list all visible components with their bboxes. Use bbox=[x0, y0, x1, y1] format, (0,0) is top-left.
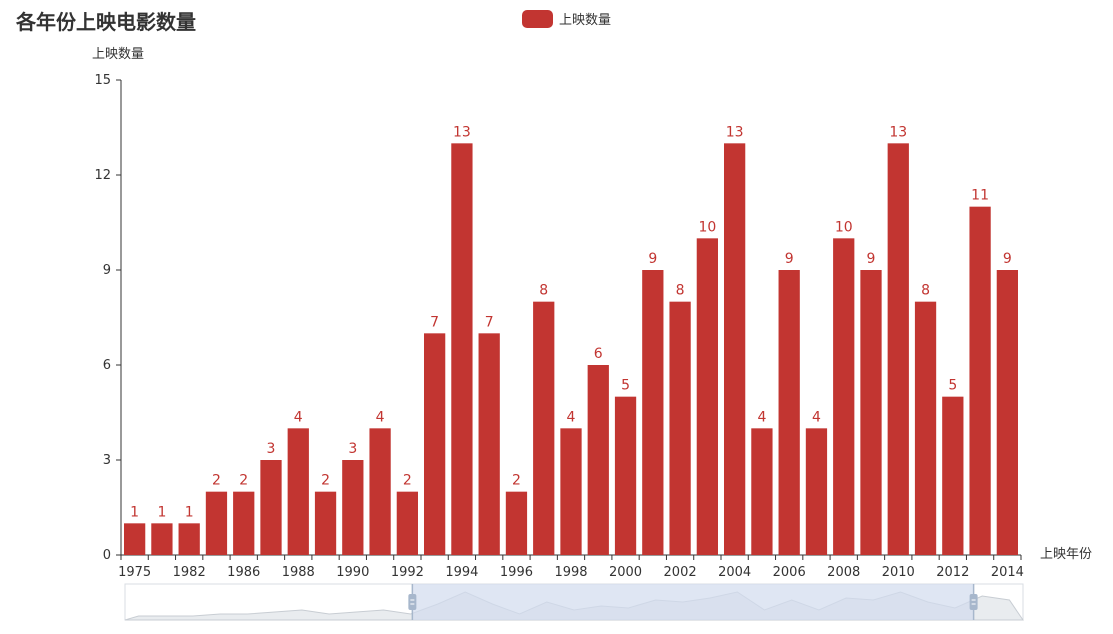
bar-value-label: 2 bbox=[239, 473, 248, 489]
bar[interactable] bbox=[178, 523, 200, 555]
x-tick-label: 1988 bbox=[282, 565, 315, 580]
bar-value-label: 3 bbox=[348, 441, 357, 457]
bar[interactable] bbox=[287, 428, 309, 555]
bar-value-label: 8 bbox=[676, 283, 685, 299]
y-tick-label: 9 bbox=[103, 263, 111, 278]
bar-value-label: 4 bbox=[376, 409, 385, 425]
bar[interactable] bbox=[505, 491, 528, 555]
legend-item[interactable]: 上映数量 bbox=[522, 9, 611, 28]
bar[interactable] bbox=[969, 206, 991, 555]
bar[interactable] bbox=[314, 491, 337, 555]
bar-value-label: 2 bbox=[321, 473, 330, 489]
bar-value-label: 4 bbox=[812, 409, 821, 425]
bar[interactable] bbox=[778, 270, 800, 555]
bar[interactable] bbox=[696, 238, 718, 556]
x-tick-label: 2010 bbox=[882, 565, 915, 580]
bar-value-label: 13 bbox=[726, 124, 744, 140]
bar-value-label: 1 bbox=[157, 504, 166, 520]
bar[interactable] bbox=[342, 460, 364, 555]
bar[interactable] bbox=[724, 143, 746, 556]
bar[interactable] bbox=[205, 491, 228, 555]
bar[interactable] bbox=[587, 365, 609, 555]
x-tick-label: 2008 bbox=[827, 565, 860, 580]
y-axis-label: 上映数量 bbox=[92, 47, 144, 62]
bar-value-label: 4 bbox=[567, 409, 576, 425]
bar-value-label: 2 bbox=[212, 473, 221, 489]
y-tick-label: 15 bbox=[94, 73, 111, 88]
bar-value-label: 9 bbox=[648, 251, 657, 267]
bar-value-label: 10 bbox=[835, 219, 853, 235]
bar[interactable] bbox=[560, 428, 582, 555]
bar[interactable] bbox=[451, 143, 473, 556]
x-tick-label: 2004 bbox=[718, 565, 751, 580]
bar[interactable] bbox=[396, 491, 418, 555]
bar[interactable] bbox=[424, 333, 446, 555]
legend-swatch bbox=[522, 9, 553, 28]
bar-value-label: 10 bbox=[698, 219, 716, 235]
bar-value-label: 6 bbox=[594, 346, 603, 362]
x-tick-label: 1998 bbox=[554, 565, 587, 580]
bar[interactable] bbox=[914, 301, 937, 555]
bar[interactable] bbox=[942, 396, 964, 555]
bar[interactable] bbox=[478, 333, 500, 555]
x-tick-label: 1982 bbox=[173, 565, 206, 580]
x-tick-label: 2002 bbox=[664, 565, 697, 580]
bar[interactable] bbox=[614, 396, 637, 555]
bar[interactable] bbox=[151, 523, 173, 555]
bar-value-label: 2 bbox=[512, 473, 521, 489]
datazoom-end-handle[interactable] bbox=[969, 594, 978, 610]
bar-value-label: 1 bbox=[130, 504, 139, 520]
chart-title: 各年份上映电影数量 bbox=[16, 10, 196, 34]
bar[interactable] bbox=[369, 428, 391, 555]
bar-value-label: 5 bbox=[948, 378, 957, 394]
bar-value-label: 4 bbox=[757, 409, 766, 425]
bar-value-label: 1 bbox=[185, 504, 194, 520]
bar[interactable] bbox=[833, 238, 855, 556]
bar[interactable] bbox=[669, 301, 691, 555]
y-tick-label: 3 bbox=[103, 453, 111, 468]
x-tick-label: 1990 bbox=[336, 565, 369, 580]
bar-value-label: 8 bbox=[539, 283, 548, 299]
bar-value-label: 7 bbox=[485, 314, 494, 330]
x-tick-label: 2006 bbox=[773, 565, 806, 580]
legend-label: 上映数量 bbox=[559, 13, 612, 28]
x-tick-label: 2000 bbox=[609, 565, 642, 580]
y-tick-label: 0 bbox=[103, 548, 111, 563]
x-tick-label: 1996 bbox=[500, 565, 533, 580]
bar[interactable] bbox=[887, 143, 909, 556]
bar-value-label: 13 bbox=[453, 124, 471, 140]
bar[interactable] bbox=[233, 491, 255, 555]
bar[interactable] bbox=[996, 270, 1018, 555]
x-tick-label: 1986 bbox=[227, 565, 260, 580]
x-tick-label: 1975 bbox=[118, 565, 151, 580]
bar-value-label: 11 bbox=[971, 188, 989, 204]
bar[interactable] bbox=[533, 301, 555, 555]
bar[interactable] bbox=[260, 460, 282, 555]
bar-value-label: 8 bbox=[921, 283, 930, 299]
x-tick-label: 2014 bbox=[991, 565, 1024, 580]
datazoom-selection[interactable] bbox=[412, 584, 974, 620]
bar-value-label: 13 bbox=[889, 124, 907, 140]
bar-value-label: 9 bbox=[1003, 251, 1012, 267]
bar[interactable] bbox=[860, 270, 882, 555]
x-tick-label: 1994 bbox=[445, 565, 478, 580]
x-axis-label: 上映年份 bbox=[1040, 547, 1092, 562]
bar-value-label: 9 bbox=[785, 251, 794, 267]
bar[interactable] bbox=[751, 428, 773, 555]
y-tick-label: 6 bbox=[103, 358, 111, 373]
bar[interactable] bbox=[642, 270, 664, 555]
bar-value-label: 3 bbox=[267, 441, 276, 457]
bar-value-label: 9 bbox=[867, 251, 876, 267]
x-tick-label: 2012 bbox=[936, 565, 969, 580]
bar-value-label: 5 bbox=[621, 378, 630, 394]
bar-value-label: 7 bbox=[430, 314, 439, 330]
datazoom-start-handle[interactable] bbox=[408, 594, 417, 610]
bar[interactable] bbox=[124, 523, 146, 555]
bar[interactable] bbox=[805, 428, 828, 555]
y-tick-label: 12 bbox=[94, 168, 111, 183]
x-tick-label: 1992 bbox=[391, 565, 424, 580]
bar-value-label: 4 bbox=[294, 409, 303, 425]
bar-value-label: 2 bbox=[403, 473, 412, 489]
